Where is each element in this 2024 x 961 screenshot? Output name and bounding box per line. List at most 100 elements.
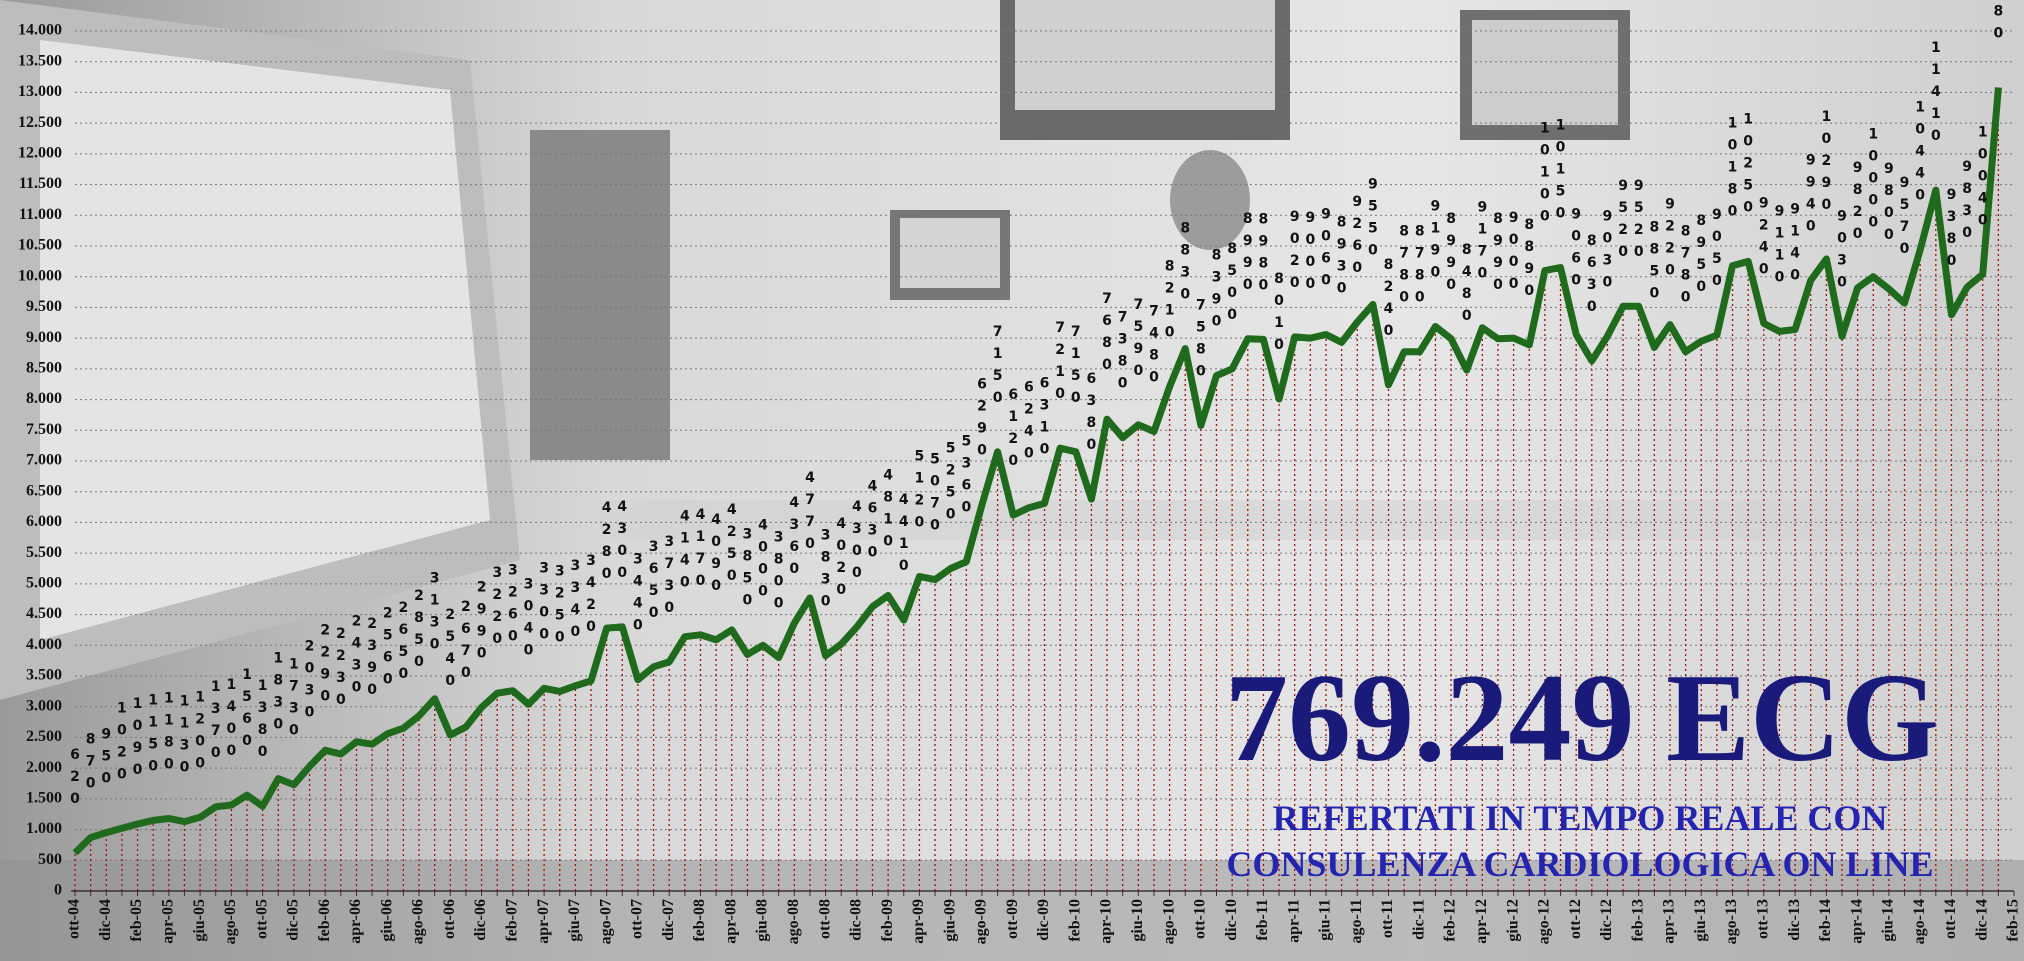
data-label: 3850 bbox=[739, 527, 755, 615]
data-label: 9260 bbox=[1349, 194, 1365, 282]
data-label: 6310 bbox=[1037, 375, 1053, 463]
x-tick-label: feb-15 bbox=[2005, 899, 2022, 942]
x-tick-label: apr-14 bbox=[1848, 899, 1865, 944]
data-label: 4280 bbox=[599, 500, 615, 588]
data-label: 9240 bbox=[1756, 195, 1772, 283]
data-label: 1200 bbox=[192, 689, 208, 777]
data-label: 4140 bbox=[677, 509, 693, 597]
data-label: 1020 bbox=[114, 700, 130, 788]
data-label: 620 bbox=[67, 747, 83, 813]
x-tick-label: feb-10 bbox=[1066, 899, 1083, 942]
x-tick-label: ago-07 bbox=[597, 899, 614, 944]
y-tick-label: 6.500 bbox=[26, 482, 62, 499]
data-label: 3260 bbox=[505, 563, 521, 651]
y-tick-label: 1.500 bbox=[26, 790, 62, 807]
x-tick-label: ago-10 bbox=[1160, 899, 1177, 944]
data-label: 3340 bbox=[567, 558, 583, 646]
data-label: 2850 bbox=[411, 588, 427, 676]
y-tick-label: 2.000 bbox=[26, 759, 62, 776]
data-label: 4630 bbox=[864, 479, 880, 567]
data-label: 10290 bbox=[1818, 109, 1834, 219]
x-tick-label: giu-11 bbox=[1317, 899, 1334, 941]
y-tick-label: 13.500 bbox=[18, 52, 62, 69]
data-label: 3250 bbox=[552, 563, 568, 651]
data-label: 1370 bbox=[208, 679, 224, 767]
data-label: 3830 bbox=[818, 528, 834, 616]
x-tick-label: dic-06 bbox=[472, 899, 489, 941]
data-label: 4090 bbox=[708, 512, 724, 600]
x-tick-label: dic-04 bbox=[97, 899, 114, 941]
data-label: 7380 bbox=[1115, 310, 1131, 398]
x-tick-label: feb-12 bbox=[1442, 899, 1459, 942]
x-tick-label: dic-14 bbox=[1973, 899, 1990, 941]
data-label: 8500 bbox=[1224, 241, 1240, 329]
x-tick-label: ago-05 bbox=[222, 899, 239, 944]
data-label: 9190 bbox=[1427, 198, 1443, 286]
data-label: 8010 bbox=[1271, 271, 1287, 359]
x-tick-label: ott-04 bbox=[66, 899, 83, 939]
x-tick-label: ott-05 bbox=[253, 899, 270, 939]
data-label: 2390 bbox=[364, 616, 380, 704]
data-label: 8990 bbox=[1443, 211, 1459, 299]
data-label: 10100 bbox=[1537, 121, 1553, 231]
data-label: 8850 bbox=[1646, 219, 1662, 307]
data-label: 9030 bbox=[1834, 208, 1850, 296]
x-tick-label: feb-13 bbox=[1629, 899, 1646, 942]
data-label: 4170 bbox=[692, 507, 708, 595]
x-tick-label: giu-10 bbox=[1129, 899, 1146, 942]
x-tick-label: ago-08 bbox=[785, 899, 802, 944]
x-tick-label: apr-13 bbox=[1661, 899, 1678, 944]
subtitle-line: REFERTATI IN TEMPO REALE CON bbox=[1273, 798, 1888, 838]
x-tick-label: feb-05 bbox=[128, 899, 145, 942]
data-label: 10040 bbox=[1975, 124, 1991, 234]
data-label: 8210 bbox=[1162, 259, 1178, 347]
data-label: 3130 bbox=[427, 571, 443, 659]
data-label: 8780 bbox=[1678, 224, 1694, 312]
x-tick-label: feb-11 bbox=[1254, 899, 1271, 941]
data-label: 1560 bbox=[239, 667, 255, 755]
data-label: 8480 bbox=[1459, 242, 1475, 330]
data-label: 9940 bbox=[1803, 152, 1819, 240]
x-tick-label: feb-06 bbox=[316, 899, 333, 942]
data-label: 9060 bbox=[1568, 206, 1584, 294]
y-tick-label: 8.000 bbox=[26, 390, 62, 407]
data-label: 7150 bbox=[990, 324, 1006, 412]
y-tick-label: 9.000 bbox=[26, 329, 62, 346]
data-label: 3220 bbox=[489, 565, 505, 653]
x-tick-label: ott-07 bbox=[629, 899, 646, 939]
y-tick-label: 7.500 bbox=[26, 421, 62, 438]
x-tick-label: feb-14 bbox=[1817, 899, 1834, 942]
x-tick-label: ott-08 bbox=[816, 899, 833, 939]
data-label: 2670 bbox=[458, 599, 474, 687]
data-label: 3730 bbox=[661, 534, 677, 622]
x-tick-label: dic-07 bbox=[660, 899, 677, 941]
x-tick-label: ago-11 bbox=[1348, 899, 1365, 943]
data-label: 8390 bbox=[1209, 248, 1225, 336]
x-tick-label: apr-11 bbox=[1285, 899, 1302, 943]
x-tick-label: ago-13 bbox=[1723, 899, 1740, 944]
data-label: 8240 bbox=[1381, 257, 1397, 345]
x-tick-label: ott-09 bbox=[1004, 899, 1021, 939]
data-label: 2560 bbox=[380, 606, 396, 694]
x-tick-label: dic-13 bbox=[1786, 899, 1803, 941]
data-label: 11410 bbox=[1928, 40, 1944, 150]
data-label: 3420 bbox=[583, 553, 599, 641]
data-label: 7590 bbox=[1130, 297, 1146, 385]
x-tick-label: giu-06 bbox=[378, 899, 395, 942]
data-label: 6380 bbox=[1083, 371, 1099, 459]
y-tick-label: 13.000 bbox=[18, 83, 62, 100]
data-label: 8950 bbox=[1693, 213, 1709, 301]
data-label: 2230 bbox=[333, 626, 349, 714]
data-label: 1380 bbox=[255, 678, 271, 766]
subtitle-line: CONSULENZA CARDIOLOGICA ON LINE bbox=[1226, 844, 1933, 884]
data-label: 6120 bbox=[1005, 387, 1021, 475]
data-label: 5120 bbox=[911, 448, 927, 536]
data-label: 8990 bbox=[1490, 211, 1506, 299]
data-label: 1130 bbox=[176, 694, 192, 782]
data-label: 950 bbox=[98, 727, 114, 793]
x-tick-label: feb-08 bbox=[691, 899, 708, 942]
y-tick-label: 8.500 bbox=[26, 360, 62, 377]
data-label: 8630 bbox=[1584, 233, 1600, 321]
data-label: 4810 bbox=[880, 468, 896, 556]
data-label: 9050 bbox=[1709, 207, 1725, 295]
